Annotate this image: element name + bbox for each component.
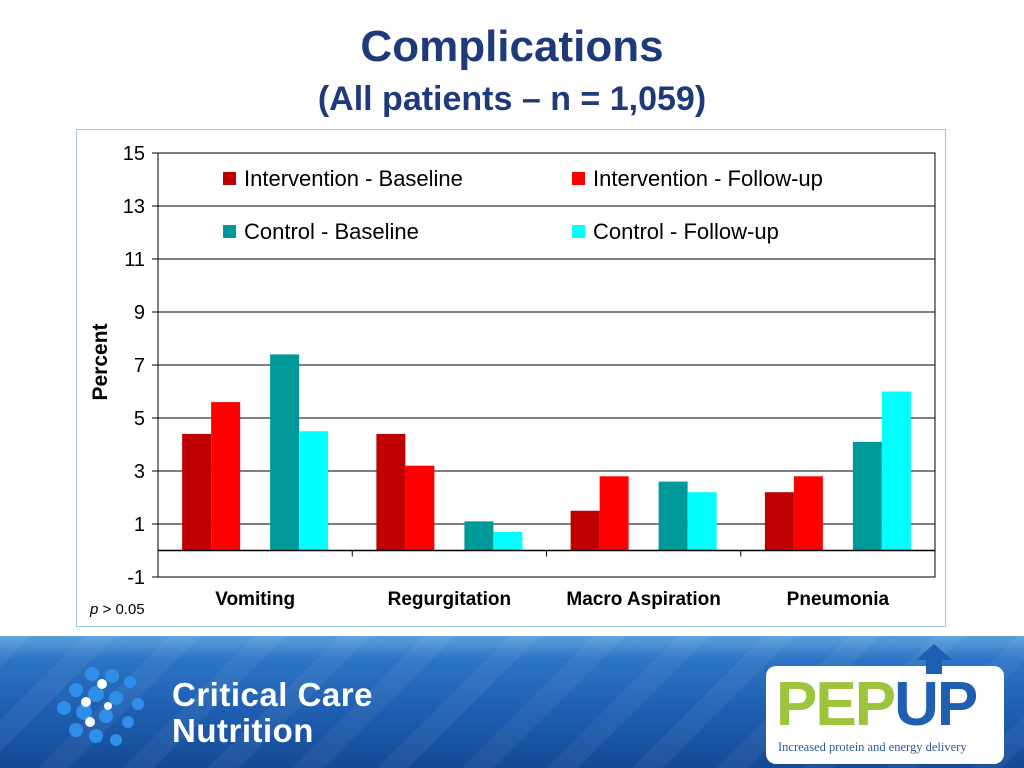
ccn-title-line1: Critical Care: [172, 676, 373, 713]
pepup-tagline: Increased protein and energy delivery: [778, 740, 967, 754]
ccn-title-line2: Nutrition: [172, 712, 314, 749]
p-value-note: p > 0.05: [90, 601, 145, 618]
p-symbol: p: [90, 601, 99, 618]
legend: Intervention - Baseline Intervention - Fo…: [223, 166, 823, 244]
pepup-logo: PEPUP Increased protein and energy deliv…: [766, 644, 1004, 764]
bar-0-1: [211, 402, 241, 551]
y-tick-label: 9: [134, 302, 145, 324]
bar-3-0: [764, 492, 794, 551]
y-tick-label: 11: [124, 249, 145, 271]
pepup-word-pep: PEP: [776, 670, 896, 739]
x-category-label: Pneumonia: [787, 589, 890, 610]
slide-title: Complications: [360, 22, 664, 71]
y-tick-label: -1: [127, 567, 145, 589]
x-category-label: Regurgitation: [388, 589, 512, 610]
legend-swatch-1: [572, 172, 585, 185]
bar-0-0: [182, 433, 212, 551]
p-value: > 0.05: [98, 601, 145, 618]
legend-swatch-3: [572, 225, 585, 238]
legend-label-1: Intervention - Follow-up: [593, 166, 823, 191]
legend-swatch-0: [223, 172, 236, 185]
bar-2-2: [658, 481, 688, 551]
bar-1-0: [376, 433, 406, 551]
y-tick-label: 15: [123, 143, 145, 165]
bars: [182, 354, 911, 551]
bar-2-1: [599, 476, 629, 551]
y-tick-label: 13: [123, 196, 145, 218]
bar-3-3: [881, 391, 911, 551]
y-tick-label: 3: [134, 461, 145, 483]
bar-1-3: [493, 531, 523, 551]
bar-1-2: [464, 521, 494, 551]
bar-2-3: [687, 492, 717, 551]
slide-subtitle: (All patients – n = 1,059): [317, 80, 707, 118]
bar-0-3: [299, 431, 329, 551]
chart-frame: -1 1 3 5 7 9 11 13 15 Vomiting Regurgitation Macro …: [76, 129, 946, 627]
bar-3-1: [793, 476, 823, 551]
bar-3-2: [852, 441, 882, 551]
legend-label-2: Control - Baseline: [244, 219, 419, 244]
legend-label-0: Intervention - Baseline: [244, 166, 463, 191]
pepup-word-up: UP: [894, 670, 978, 739]
bar-1-1: [405, 465, 435, 551]
legend-swatch-2: [223, 225, 236, 238]
y-tick-label: 7: [134, 355, 145, 377]
critical-care-nutrition-logo-icon: [57, 667, 144, 746]
y-tick-label: 5: [134, 408, 145, 430]
bar-2-0: [570, 510, 600, 551]
y-axis-label: Percent: [89, 323, 112, 400]
y-tick-label: 1: [134, 514, 145, 536]
legend-label-3: Control - Follow-up: [593, 219, 779, 244]
pepup-wordmark: PEPUP: [776, 670, 978, 740]
x-category-label: Vomiting: [215, 589, 295, 610]
footer-banner: Critical Care Nutrition PEPUP Increased …: [0, 636, 1024, 768]
x-category-label: Macro Aspiration: [566, 589, 721, 610]
bar-0-2: [270, 354, 300, 551]
up-arrow-icon: [916, 644, 952, 674]
